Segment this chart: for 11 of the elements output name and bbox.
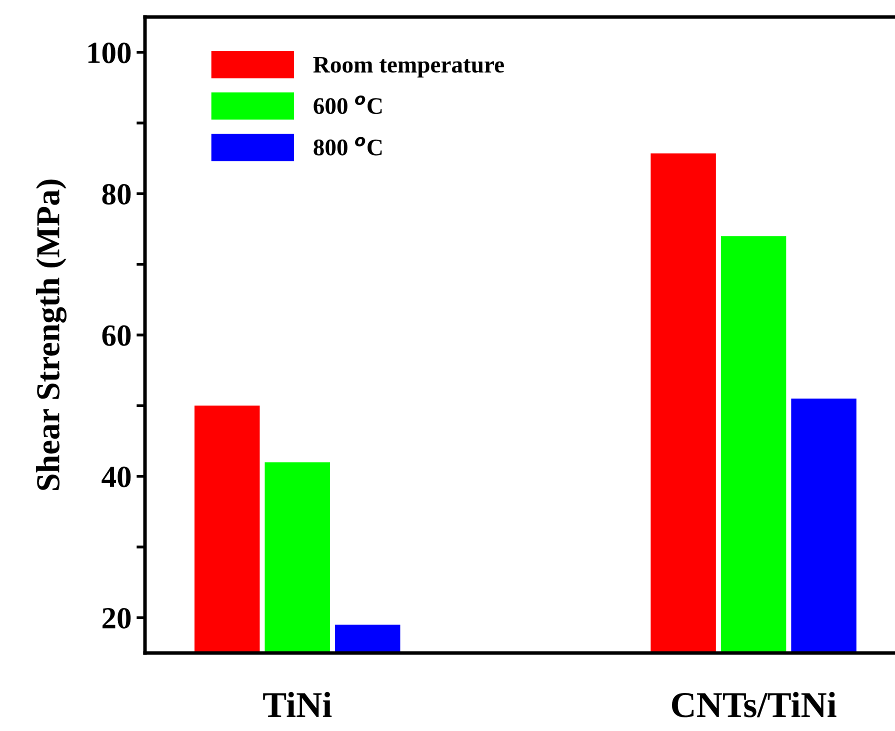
x-tick-label: TiNi xyxy=(263,692,332,717)
x-tick-label: CNTs/TiNi xyxy=(672,692,836,718)
y-tick-label: 20 xyxy=(102,608,131,629)
y-tick-label: 80 xyxy=(102,184,131,205)
legend-label: 800 $^{o}$C xyxy=(314,136,382,156)
y-tick-label: 40 xyxy=(102,466,131,488)
y-tick-label: 60 xyxy=(102,325,131,346)
legend-label: Room temperature xyxy=(313,56,504,78)
y-axis-title: Shear Strength (MPa) xyxy=(36,180,67,490)
legend-label: 600 $^{o}$C xyxy=(314,95,382,114)
y-tick-label: 100 xyxy=(88,42,131,64)
